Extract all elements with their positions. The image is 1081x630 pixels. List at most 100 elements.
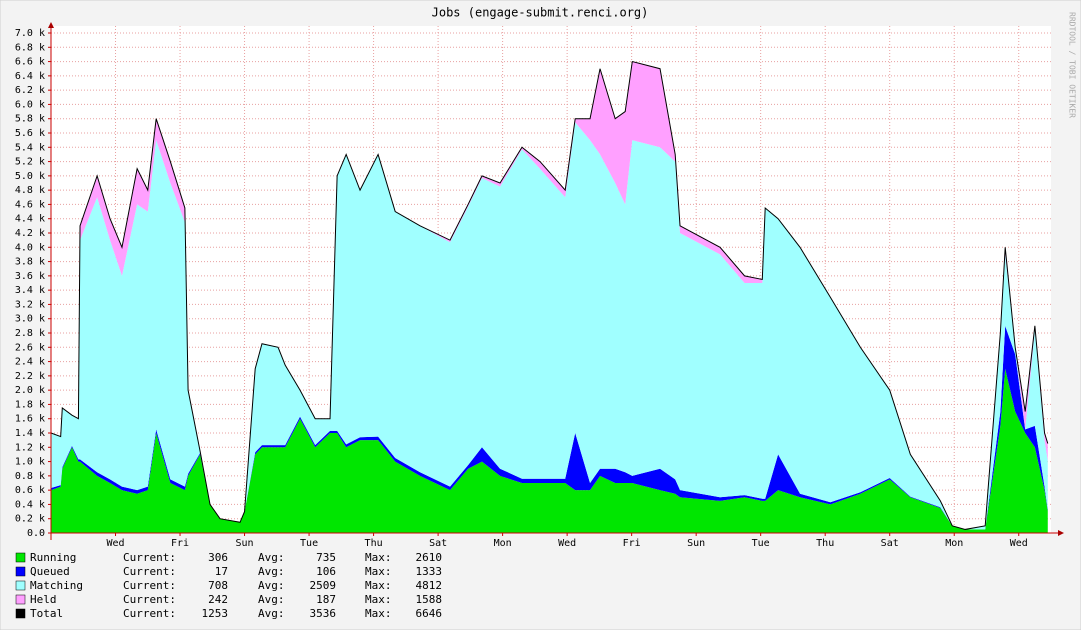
x-tick-label: Fri [623, 538, 641, 549]
areas [50, 60, 1049, 533]
legend-key: Avg: [258, 565, 285, 578]
x-tick-label: Tue [752, 538, 770, 549]
x-tick-label: Fri [171, 538, 189, 549]
y-tick-label: 0.2 k [15, 514, 45, 525]
y-tick-label: 3.0 k [15, 314, 45, 325]
legend-swatch [15, 552, 26, 563]
y-tick-label: 0.0 [27, 528, 45, 539]
watermark: RRDTOOL / TOBI OETIKER [1068, 12, 1077, 118]
legend: Running Current: 306 Avg: 735 Max: 2610 Queued C… [15, 551, 443, 620]
axes: 0.0 0.2 k 0.4 k 0.6 k 0.8 k 1.0 k 1.2 k 1.4 k 1.… [15, 22, 1064, 549]
legend-value: 735 [316, 551, 336, 564]
y-tick-label: 4.2 k [15, 228, 45, 239]
legend-key: Max: [365, 565, 392, 578]
y-tick-label: 1.8 k [15, 399, 45, 410]
y-tick-label: 4.8 k [15, 185, 45, 196]
legend-value: 187 [316, 593, 336, 606]
legend-value: 1253 [202, 607, 229, 620]
y-tick-label: 6.8 k [15, 42, 45, 53]
legend-key: Avg: [258, 593, 285, 606]
legend-value: 3536 [310, 607, 337, 620]
y-tick-label: 2.0 k [15, 385, 45, 396]
y-tick-label: 3.2 k [15, 299, 45, 310]
y-tick-label: 4.6 k [15, 199, 45, 210]
legend-key: Current: [123, 593, 176, 606]
legend-key: Current: [123, 607, 176, 620]
legend-value: 17 [215, 565, 228, 578]
y-tick-label: 7.0 k [15, 28, 45, 39]
legend-value: 4812 [416, 579, 443, 592]
legend-value: 2509 [310, 579, 337, 592]
legend-key: Avg: [258, 579, 285, 592]
legend-key: Max: [365, 593, 392, 606]
y-tick-label: 0.4 k [15, 499, 45, 510]
legend-key: Current: [123, 551, 176, 564]
x-tick-label: Wed [106, 538, 124, 549]
legend-key: Avg: [258, 551, 285, 564]
legend-swatch [15, 580, 26, 591]
y-tick-label: 1.2 k [15, 442, 45, 453]
legend-label: Running [30, 551, 76, 564]
legend-value: 242 [208, 593, 228, 606]
legend-swatch [15, 608, 26, 619]
x-tick-label: Mon [494, 538, 512, 549]
y-arrow [48, 22, 54, 28]
y-tick-label: 2.2 k [15, 371, 45, 382]
x-tick-label: Mon [945, 538, 963, 549]
y-tick-label: 3.8 k [15, 257, 45, 268]
legend-key: Max: [365, 607, 392, 620]
legend-key: Avg: [258, 607, 285, 620]
legend-value: 708 [208, 579, 228, 592]
y-tick-label: 6.4 k [15, 71, 45, 82]
y-tick-label: 3.6 k [15, 271, 45, 282]
x-tick-label: Tue [300, 538, 318, 549]
y-tick-label: 0.6 k [15, 485, 45, 496]
y-tick-label: 6.6 k [15, 57, 45, 68]
y-tick-label: 5.4 k [15, 142, 45, 153]
legend-value: 1333 [416, 565, 443, 578]
y-tick-label: 3.4 k [15, 285, 45, 296]
y-tick-label: 2.4 k [15, 357, 45, 368]
y-tick-label: 5.8 k [15, 114, 45, 125]
y-tick-label: 2.8 k [15, 328, 45, 339]
legend-label: Held [30, 593, 57, 606]
legend-value: 306 [208, 551, 228, 564]
x-tick-label: Wed [1010, 538, 1028, 549]
legend-key: Max: [365, 579, 392, 592]
x-tick-label: Sat [881, 538, 899, 549]
legend-swatch [15, 566, 26, 577]
x-tick-label: Sun [236, 538, 254, 549]
x-arrow [1058, 530, 1064, 536]
x-tick-label: Thu [816, 538, 834, 549]
area [51, 122, 1048, 530]
y-tick-label: 4.0 k [15, 242, 45, 253]
y-tick-label: 4.4 k [15, 214, 45, 225]
legend-value: 1588 [416, 593, 443, 606]
line [50, 60, 1049, 530]
y-tick-label: 5.2 k [15, 157, 45, 168]
legend-key: Current: [123, 579, 176, 592]
y-tick-label: 0.8 k [15, 471, 45, 482]
y-tick-label: 5.6 k [15, 128, 45, 139]
legend-label: Queued [30, 565, 70, 578]
chart-title: Jobs (engage-submit.renci.org) [432, 6, 649, 20]
y-tick-label: 1.4 k [15, 428, 45, 439]
y-tick-label: 2.6 k [15, 342, 45, 353]
y-tick-label: 5.0 k [15, 171, 45, 182]
y-tick-label: 1.0 k [15, 457, 45, 468]
area [51, 368, 1048, 533]
legend-value: 106 [316, 565, 336, 578]
x-tick-label: Wed [558, 538, 576, 549]
legend-key: Max: [365, 551, 392, 564]
y-tick-label: 6.2 k [15, 85, 45, 96]
legend-swatch [15, 594, 26, 605]
legend-label: Total [30, 607, 63, 620]
legend-value: 2610 [416, 551, 443, 564]
y-tick-label: 1.6 k [15, 414, 45, 425]
x-tick-label: Sun [687, 538, 705, 549]
x-tick-label: Sat [429, 538, 447, 549]
legend-value: 6646 [416, 607, 443, 620]
legend-key: Current: [123, 565, 176, 578]
x-tick-label: Thu [365, 538, 383, 549]
